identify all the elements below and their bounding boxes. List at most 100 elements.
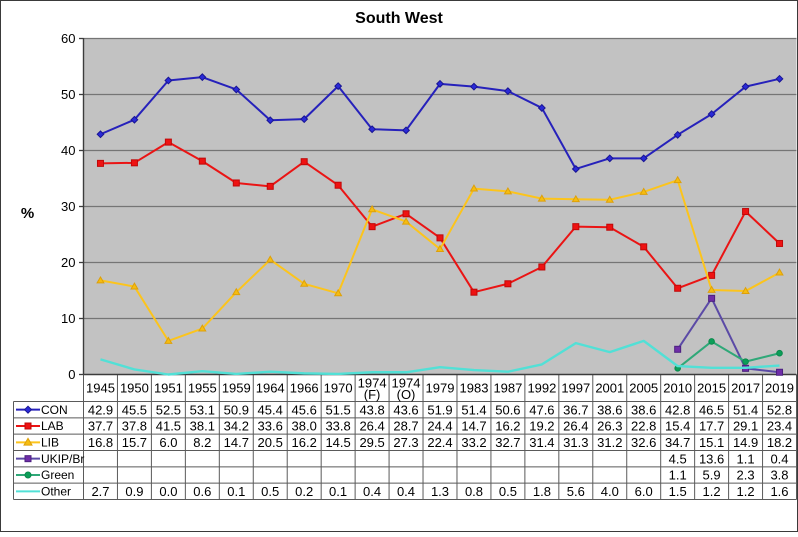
svg-text:Other: Other <box>41 485 71 499</box>
svg-text:41.5: 41.5 <box>156 419 181 434</box>
svg-text:0.4: 0.4 <box>397 484 415 499</box>
svg-text:0.0: 0.0 <box>159 484 177 499</box>
svg-text:51.5: 51.5 <box>325 402 350 417</box>
svg-text:1964: 1964 <box>256 381 285 396</box>
svg-text:15.7: 15.7 <box>122 435 147 450</box>
svg-text:31.2: 31.2 <box>597 435 622 450</box>
svg-text:38.0: 38.0 <box>292 419 317 434</box>
svg-text:51.4: 51.4 <box>733 402 758 417</box>
svg-text:1997: 1997 <box>561 381 590 396</box>
svg-text:34.7: 34.7 <box>665 435 690 450</box>
svg-text:1955: 1955 <box>188 381 217 396</box>
svg-text:2005: 2005 <box>629 381 658 396</box>
svg-text:30: 30 <box>61 199 75 214</box>
svg-text:19.2: 19.2 <box>529 419 554 434</box>
svg-text:5.9: 5.9 <box>703 468 721 483</box>
svg-text:2001: 2001 <box>595 381 624 396</box>
svg-text:26.4: 26.4 <box>563 419 588 434</box>
svg-text:2.3: 2.3 <box>737 468 755 483</box>
svg-text:45.6: 45.6 <box>292 402 317 417</box>
svg-text:22.4: 22.4 <box>427 435 452 450</box>
svg-text:17.7: 17.7 <box>699 419 724 434</box>
svg-text:1983: 1983 <box>460 381 489 396</box>
svg-text:37.8: 37.8 <box>122 419 147 434</box>
svg-text:15.4: 15.4 <box>665 419 690 434</box>
svg-text:8.2: 8.2 <box>193 435 211 450</box>
svg-text:1.1: 1.1 <box>737 451 755 466</box>
svg-text:4.5: 4.5 <box>669 451 687 466</box>
svg-text:37.7: 37.7 <box>88 419 113 434</box>
svg-text:50: 50 <box>61 87 75 102</box>
svg-text:33.8: 33.8 <box>325 419 350 434</box>
svg-text:16.2: 16.2 <box>495 419 520 434</box>
svg-text:(F): (F) <box>364 387 381 402</box>
svg-text:18.2: 18.2 <box>767 435 792 450</box>
svg-text:1951: 1951 <box>154 381 183 396</box>
svg-text:LAB: LAB <box>41 419 64 433</box>
svg-text:23.4: 23.4 <box>767 419 792 434</box>
svg-text:52.5: 52.5 <box>156 402 181 417</box>
svg-text:CON: CON <box>41 403 68 417</box>
svg-text:22.8: 22.8 <box>631 419 656 434</box>
svg-text:26.3: 26.3 <box>597 419 622 434</box>
svg-text:51.4: 51.4 <box>461 402 486 417</box>
svg-text:14.9: 14.9 <box>733 435 758 450</box>
svg-text:0.5: 0.5 <box>261 484 279 499</box>
svg-text:45.5: 45.5 <box>122 402 147 417</box>
svg-text:31.3: 31.3 <box>563 435 588 450</box>
svg-text:20: 20 <box>61 255 75 270</box>
svg-text:LIB: LIB <box>41 436 59 450</box>
svg-text:3.8: 3.8 <box>770 468 788 483</box>
svg-text:43.8: 43.8 <box>359 402 384 417</box>
svg-text:UKIP/Br: UKIP/Br <box>41 452 84 466</box>
svg-text:36.7: 36.7 <box>563 402 588 417</box>
svg-text:1970: 1970 <box>324 381 353 396</box>
svg-text:16.2: 16.2 <box>292 435 317 450</box>
svg-text:26.4: 26.4 <box>359 419 384 434</box>
svg-text:1966: 1966 <box>290 381 319 396</box>
svg-text:6.0: 6.0 <box>159 435 177 450</box>
svg-text:38.6: 38.6 <box>597 402 622 417</box>
svg-text:28.7: 28.7 <box>393 419 418 434</box>
svg-text:0.1: 0.1 <box>227 484 245 499</box>
svg-text:1.3: 1.3 <box>431 484 449 499</box>
svg-text:50.6: 50.6 <box>495 402 520 417</box>
svg-text:2017: 2017 <box>731 381 760 396</box>
svg-text:43.6: 43.6 <box>393 402 418 417</box>
svg-text:42.8: 42.8 <box>665 402 690 417</box>
svg-text:13.6: 13.6 <box>699 451 724 466</box>
svg-text:Green: Green <box>41 468 74 482</box>
svg-text:0.1: 0.1 <box>329 484 347 499</box>
svg-text:29.1: 29.1 <box>733 419 758 434</box>
svg-text:0.4: 0.4 <box>770 451 788 466</box>
svg-text:46.5: 46.5 <box>699 402 724 417</box>
svg-text:32.7: 32.7 <box>495 435 520 450</box>
svg-text:60: 60 <box>61 31 75 46</box>
svg-text:50.9: 50.9 <box>224 402 249 417</box>
svg-text:1987: 1987 <box>493 381 522 396</box>
svg-text:32.6: 32.6 <box>631 435 656 450</box>
svg-text:1992: 1992 <box>527 381 556 396</box>
svg-text:38.6: 38.6 <box>631 402 656 417</box>
svg-text:0.5: 0.5 <box>499 484 517 499</box>
svg-text:2019: 2019 <box>765 381 794 396</box>
svg-text:2.7: 2.7 <box>91 484 109 499</box>
svg-text:45.4: 45.4 <box>258 402 283 417</box>
svg-text:33.6: 33.6 <box>258 419 283 434</box>
svg-text:1.1: 1.1 <box>669 468 687 483</box>
svg-text:4.0: 4.0 <box>601 484 619 499</box>
svg-text:1974: 1974 <box>392 376 421 391</box>
svg-text:0.9: 0.9 <box>125 484 143 499</box>
svg-text:(O): (O) <box>397 387 416 402</box>
svg-text:6.0: 6.0 <box>635 484 653 499</box>
svg-text:16.8: 16.8 <box>88 435 113 450</box>
svg-text:53.1: 53.1 <box>190 402 215 417</box>
svg-text:1.8: 1.8 <box>533 484 551 499</box>
svg-text:33.2: 33.2 <box>461 435 486 450</box>
svg-text:34.2: 34.2 <box>224 419 249 434</box>
svg-text:10: 10 <box>61 311 75 326</box>
svg-text:1.2: 1.2 <box>703 484 721 499</box>
svg-text:31.4: 31.4 <box>529 435 554 450</box>
svg-text:52.8: 52.8 <box>767 402 792 417</box>
svg-text:38.1: 38.1 <box>190 419 215 434</box>
